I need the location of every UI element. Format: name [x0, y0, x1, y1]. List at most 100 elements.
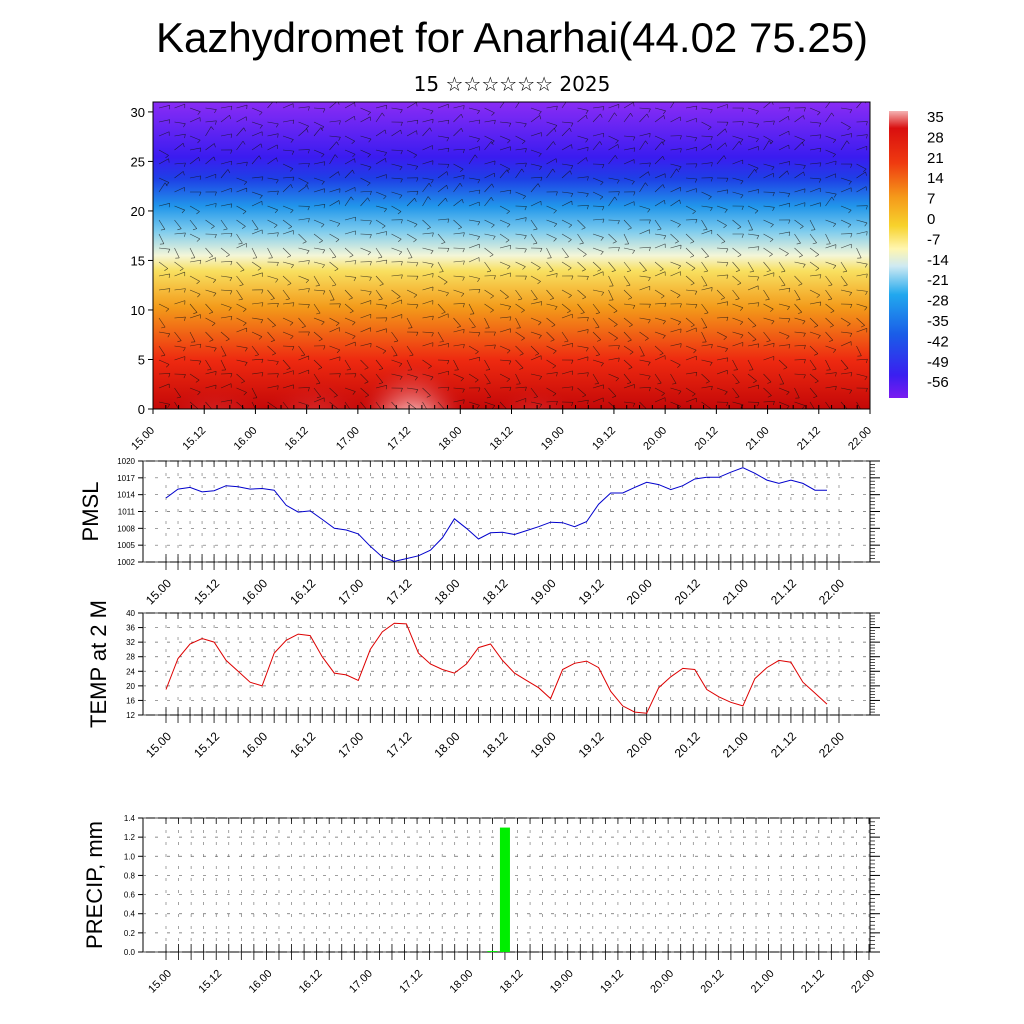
wind-barb: [747, 317, 757, 326]
wind-barb-flag: [319, 240, 323, 244]
wind-barb-flag: [865, 171, 867, 176]
wind-barb-flag: [430, 264, 434, 268]
wind-barb: [251, 358, 263, 361]
x-tick-label: 20.00: [624, 576, 655, 607]
wind-barb-flag: [398, 251, 403, 256]
wind-barb: [375, 231, 387, 235]
wind-barb: [561, 331, 569, 342]
wind-barb: [267, 121, 279, 125]
wind-barb: [763, 247, 773, 255]
wind-barb: [778, 387, 790, 393]
wind-barb: [794, 331, 806, 334]
wind-barb: [608, 373, 619, 379]
wind-barb: [530, 345, 540, 354]
wind-barb: [515, 233, 527, 236]
wind-barb-flag: [352, 322, 356, 326]
wind-barb: [391, 163, 403, 168]
wind-barb: [732, 135, 744, 140]
wind-barb-flag: [270, 298, 275, 301]
wind-barb: [313, 387, 321, 397]
precip-bar: [499, 827, 510, 952]
wind-barb: [205, 107, 217, 110]
wind-barb: [670, 199, 680, 207]
wind-barb: [329, 233, 340, 240]
wind-barb: [189, 175, 201, 179]
wind-barb: [236, 127, 245, 137]
wind-barb-flag: [679, 135, 682, 140]
wind-barb-flag: [489, 254, 494, 258]
wind-barb: [453, 128, 462, 137]
x-tick-label: 21.12: [799, 968, 827, 996]
wind-barb: [561, 261, 572, 269]
wind-barb: [406, 219, 418, 225]
wind-barb: [747, 373, 757, 382]
wind-barb: [406, 289, 417, 296]
wind-barb-flag: [627, 382, 632, 385]
wind-barb: [701, 247, 709, 257]
wind-barb: [313, 261, 325, 266]
x-tick-label: 17.12: [383, 576, 414, 607]
wind-barb: [422, 219, 431, 228]
wind-barb-flag: [831, 112, 835, 117]
wind-barb: [422, 373, 434, 378]
wind-barb: [251, 155, 260, 165]
wind-barb: [623, 177, 635, 182]
wind-barb: [856, 328, 867, 333]
wind-barb: [391, 205, 402, 212]
wind-barb: [577, 135, 589, 140]
wind-barb: [530, 163, 542, 167]
wind-barb-flag: [672, 383, 677, 385]
wind-barb: [809, 247, 819, 255]
wind-barb: [639, 285, 650, 291]
wind-barb: [778, 317, 790, 320]
wind-barb: [329, 188, 341, 193]
wind-barb-flag: [632, 250, 635, 254]
y-tick-label: 15: [131, 253, 145, 268]
wind-barb: [732, 275, 742, 284]
wind-barb-flag: [288, 226, 292, 229]
grid: [143, 460, 870, 563]
wind-barb-flag: [678, 390, 682, 395]
wind-barb: [189, 387, 201, 393]
wind-barb-flag: [238, 298, 243, 301]
wind-barb: [732, 342, 743, 347]
wind-barb-flag: [409, 354, 414, 357]
wind-barb: [453, 359, 459, 370]
wind-barb-flag: [416, 262, 419, 267]
wind-barb: [375, 129, 386, 137]
wind-barb-flag: [803, 333, 806, 337]
wind-barb-flag: [308, 106, 310, 111]
wind-barb-flag: [214, 143, 216, 148]
y-axis-title: PRECIP, mm: [82, 821, 107, 949]
x-tick-label: 17.00: [335, 576, 366, 607]
wind-barb: [701, 275, 708, 286]
wind-barb: [530, 107, 542, 112]
wind-barb: [251, 107, 263, 113]
wind-barb: [267, 345, 276, 354]
wind-barb: [298, 275, 309, 281]
wind-barb-flag: [660, 295, 665, 299]
wind-barb-flag: [241, 226, 246, 229]
wind-barb: [468, 233, 480, 237]
wind-barb-flag: [726, 301, 729, 306]
wind-barb-flag: [507, 350, 511, 354]
wind-barb: [592, 271, 604, 277]
wind-barb-flag: [230, 133, 233, 138]
y-tick-label: 1.4: [124, 814, 136, 823]
y-tick-label: 1020: [117, 457, 135, 466]
wind-barb-flag: [866, 273, 868, 278]
wind-barb-flag: [416, 177, 419, 182]
wind-barb-flag: [858, 412, 862, 413]
wind-barb: [422, 196, 429, 207]
wind-barb-flag: [842, 271, 847, 273]
wind-barb: [778, 373, 785, 385]
wind-barb: [654, 141, 663, 151]
wind-barb-flag: [553, 223, 558, 228]
wind-barb: [251, 401, 256, 409]
wind-barb-flag: [814, 325, 819, 328]
wind-barb: [468, 345, 479, 352]
wind-barb-flag: [323, 161, 326, 166]
wind-barb-flag: [818, 178, 822, 183]
wind-barb: [499, 189, 511, 193]
wind-barb: [468, 177, 480, 181]
